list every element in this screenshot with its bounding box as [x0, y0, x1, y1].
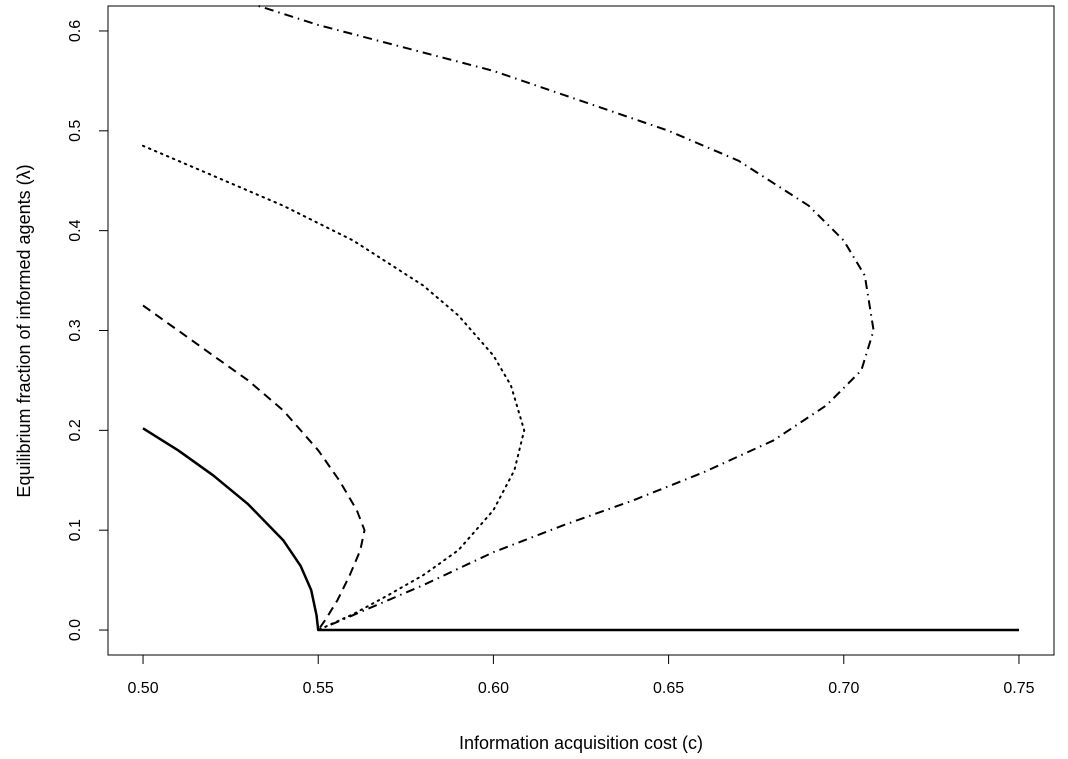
y-tick-label: 0.0: [67, 619, 84, 641]
x-tick-label: 0.75: [1003, 680, 1034, 697]
series-line-dashed: [142, 304, 366, 631]
x-axis-title: Information acquisition cost (c): [459, 733, 703, 753]
x-tick-label: 0.70: [828, 680, 859, 697]
y-tick-label: 0.1: [67, 519, 84, 541]
x-axis: 0.50 0.55 0.60 0.65 0.70 0.75: [127, 654, 1035, 697]
y-tick-label: 0.2: [67, 419, 84, 441]
x-tick-label: 0.60: [478, 680, 509, 697]
series-layer: [142, 5, 1019, 632]
y-tick-label: 0.4: [67, 219, 84, 241]
x-tick-label: 0.65: [653, 680, 684, 697]
series-line-solid: [142, 427, 1019, 632]
plot-area: [107, 5, 1055, 656]
y-axis: 0.0 0.1 0.2 0.3 0.4 0.5 0.6: [67, 20, 109, 641]
x-tick-label: 0.50: [127, 680, 158, 697]
y-tick-label: 0.5: [67, 120, 84, 142]
series-line-dotted: [142, 144, 526, 631]
y-axis-title: Equilibrium fraction of informed agents …: [14, 164, 34, 497]
y-tick-label: 0.3: [67, 319, 84, 341]
y-tick-label: 0.6: [67, 20, 84, 42]
x-tick-label: 0.55: [303, 680, 334, 697]
series-line-dotdash: [258, 5, 875, 631]
